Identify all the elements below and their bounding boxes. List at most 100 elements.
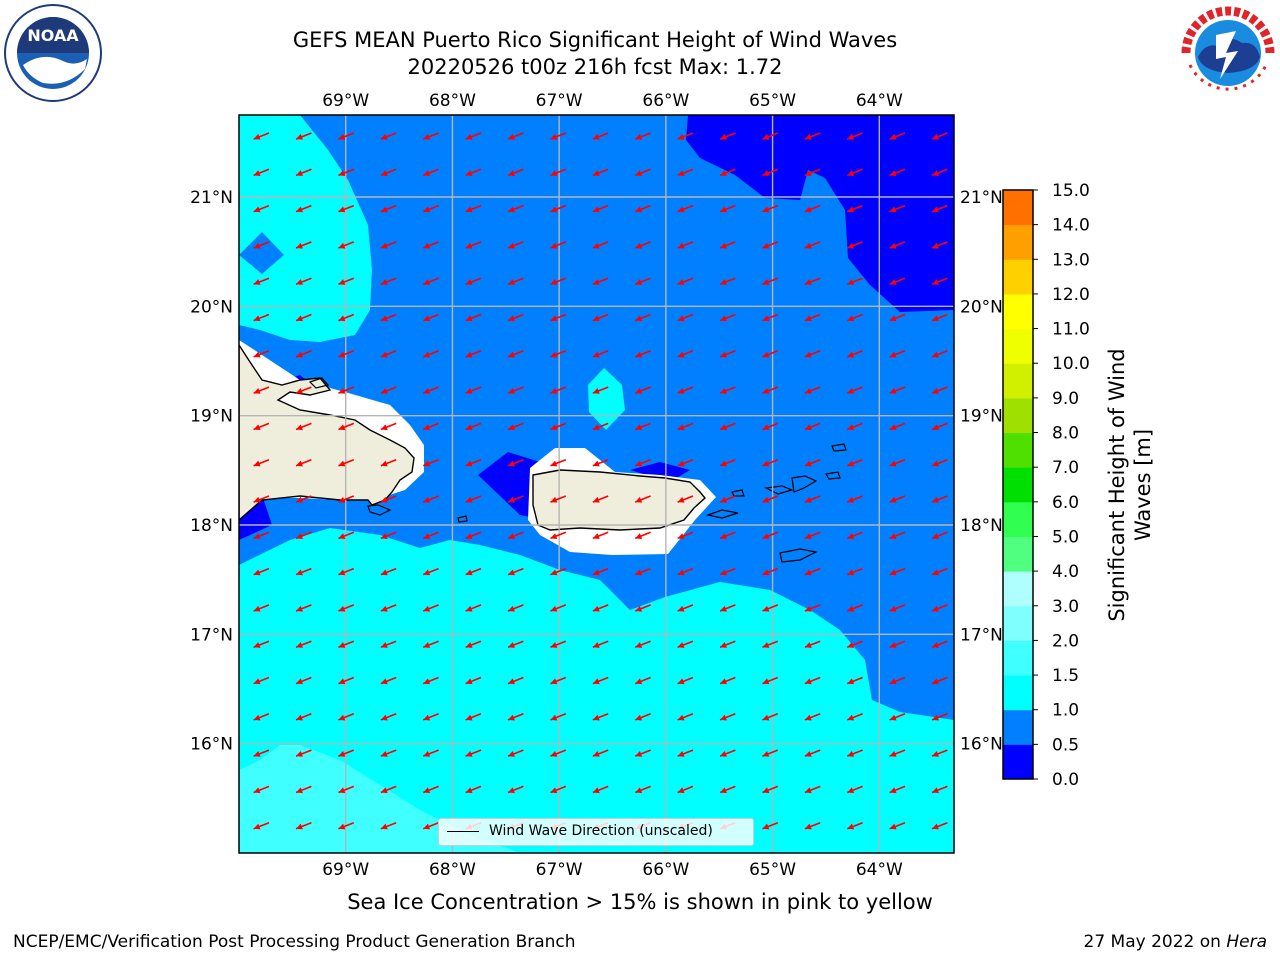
wave-arrow-161: [592, 458, 609, 467]
map-legend: Wind Wave Direction (unscaled): [438, 818, 754, 846]
wave-arrow-12: [762, 132, 779, 140]
wave-arrow-270: [889, 676, 906, 685]
wave-arrow-296: [550, 749, 567, 757]
wave-arrow-247: [634, 640, 651, 649]
wave-arrow-66: [889, 241, 906, 249]
wave-arrow-190: [380, 531, 397, 540]
lat-label-right-5: 16°N: [960, 735, 1003, 755]
wave-arrow-177: [550, 495, 567, 503]
colorbar-tick-label-1: 14.0: [1052, 216, 1090, 236]
wave-arrow-211: [550, 567, 567, 576]
wave-arrow-35: [295, 204, 312, 213]
chart-title: GEFS MEAN Puerto Rico Significant Height…: [292, 28, 898, 52]
colorbar-tick-label-14: 1.5: [1052, 666, 1079, 686]
wave-arrow-65: [846, 241, 863, 249]
wave-arrow-189: [338, 531, 355, 540]
wave-arrow-101: [931, 313, 948, 322]
wave-arrow-168: [889, 458, 906, 467]
wave-arrow-314: [592, 785, 609, 794]
wave-arrow-91: [507, 313, 524, 322]
wave-arrow-124: [465, 386, 482, 394]
wave-arrow-70: [338, 277, 355, 286]
wave-arrow-31: [846, 168, 863, 177]
colorbar-segment-7: [1003, 501, 1033, 537]
wave-arrow-229: [592, 604, 609, 612]
wave-arrow-196: [634, 531, 651, 540]
wave-arrow-223: [338, 604, 355, 612]
wave-arrow-99: [846, 313, 863, 322]
wave-arrow-23: [507, 168, 524, 177]
wave-arrow-53: [338, 241, 355, 249]
wave-arrow-128: [634, 386, 651, 394]
wave-arrow-220: [931, 567, 948, 576]
wave-arrow-157: [422, 458, 439, 467]
wave-arrow-33: [931, 168, 948, 177]
land-anegada: [825, 471, 841, 480]
wave-arrow-130: [719, 386, 736, 394]
land-virgin-islands-2: [705, 509, 739, 519]
wave-arrow-30: [804, 168, 821, 177]
wave-arrow-142: [507, 422, 524, 431]
colorbar-tick-label-8: 7.0: [1052, 458, 1079, 478]
wave-height-1.0-1.5-blob: [588, 368, 625, 430]
wave-arrow-207: [380, 567, 397, 576]
wave-arrow-222: [295, 604, 312, 612]
wave-arrow-187: [253, 531, 270, 540]
wave-arrow-307: [295, 785, 312, 794]
colorbar-segment-10: [1003, 397, 1033, 434]
wave-arrow-208: [422, 567, 439, 576]
colorbar-tick-label-17: 0.0: [1052, 770, 1079, 790]
wave-arrow-51: [253, 241, 270, 249]
wave-arrow-173: [380, 495, 397, 503]
wave-arrow-181: [719, 495, 736, 503]
wave-arrow-125: [507, 386, 524, 394]
colorbar-tick-label-12: 3.0: [1052, 597, 1079, 617]
wave-arrow-316: [677, 785, 694, 794]
wave-arrow-291: [338, 749, 355, 757]
legend-line-swatch: [447, 831, 479, 832]
wave-arrow-170: [253, 495, 270, 503]
wave-arrow-55: [422, 241, 439, 249]
wave-arrow-213: [634, 567, 651, 576]
colorbar-segment-9: [1003, 432, 1033, 468]
wave-arrow-286: [846, 713, 863, 721]
wave-arrow-295: [507, 749, 524, 757]
wave-arrow-311: [465, 785, 482, 794]
wave-arrow-2: [338, 132, 355, 140]
lat-label-left-4: 17°N: [190, 625, 233, 645]
wave-arrow-106: [422, 350, 439, 358]
wave-arrow-281: [634, 713, 651, 721]
wave-arrow-123: [422, 386, 439, 394]
wave-arrow-10: [677, 132, 694, 140]
wave-arrow-273: [295, 713, 312, 721]
wave-arrow-179: [634, 495, 651, 503]
wave-arrow-19: [338, 168, 355, 177]
wave-arrow-324: [295, 821, 312, 830]
wave-arrow-327: [422, 821, 439, 830]
wave-arrow-67: [931, 241, 948, 249]
wave-arrow-204: [253, 567, 270, 576]
noaa-logo-text: NOAA: [27, 26, 79, 45]
wave-arrow-48: [846, 204, 863, 213]
wave-arrow-237: [931, 604, 948, 612]
wave-arrow-46: [762, 204, 779, 213]
lon-label-bottom-1: 68°W: [429, 860, 476, 880]
wave-arrow-236: [889, 604, 906, 612]
wave-arrow-7: [550, 132, 567, 140]
wave-arrow-102: [253, 350, 270, 358]
wave-arrow-339: [931, 821, 948, 830]
lon-label-bottom-5: 64°W: [856, 860, 903, 880]
wave-arrow-144: [592, 422, 609, 431]
wave-arrow-268: [804, 676, 821, 685]
axis-labels: 69°W 69°W 68°W 68°W 67°W 67°W 66°W 66°W 65°W 65°W…: [190, 91, 1003, 880]
wave-arrow-243: [465, 640, 482, 649]
wave-arrow-242: [422, 640, 439, 649]
wave-arrow-167: [846, 458, 863, 467]
wave-arrow-40: [507, 204, 524, 213]
wave-arrow-131: [762, 386, 779, 394]
wave-height-0.0-0.5-region-ne: [686, 115, 954, 312]
wave-arrow-18: [295, 168, 312, 177]
wave-arrow-217: [804, 567, 821, 576]
wave-arrow-239: [295, 640, 312, 649]
